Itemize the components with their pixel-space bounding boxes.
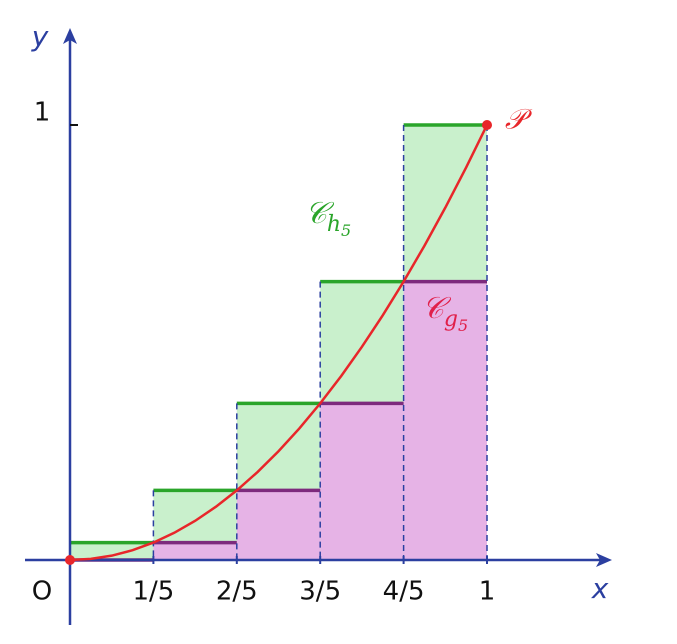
step-area: [403, 281, 487, 560]
x-tick-label: 3/5: [299, 577, 341, 607]
x-axis-arrow: [596, 553, 612, 567]
series-label-part: g: [444, 307, 458, 332]
curve-label: 𝒫: [505, 103, 533, 136]
step-area: [153, 542, 237, 560]
y-axis-label: y: [31, 20, 49, 53]
series-label-part: h: [327, 212, 341, 237]
series-label-part: 5: [458, 316, 468, 335]
series-label: 𝒞g5: [422, 291, 468, 335]
step-fills: [70, 125, 487, 560]
x-tick-label: 1/5: [132, 577, 174, 607]
origin-label: O: [32, 577, 52, 607]
x-tick-label: 1: [479, 577, 496, 607]
step-area: [236, 490, 321, 560]
curve: [69, 124, 489, 562]
step-area: [70, 542, 154, 560]
x-tick-label: 4/5: [383, 577, 425, 607]
series-label: 𝒞h5: [305, 196, 351, 240]
axes: [25, 28, 612, 625]
step-lines: [70, 123, 488, 562]
step-area: [320, 403, 404, 560]
curve-end-point: [482, 120, 492, 130]
y-axis-arrow: [63, 28, 77, 44]
curve-start-point: [65, 555, 75, 565]
y-tick-label: 1: [34, 98, 51, 128]
x-axis-label: x: [591, 572, 609, 605]
series-label-part: 5: [341, 221, 351, 240]
x-tick-label: 2/5: [216, 577, 258, 607]
